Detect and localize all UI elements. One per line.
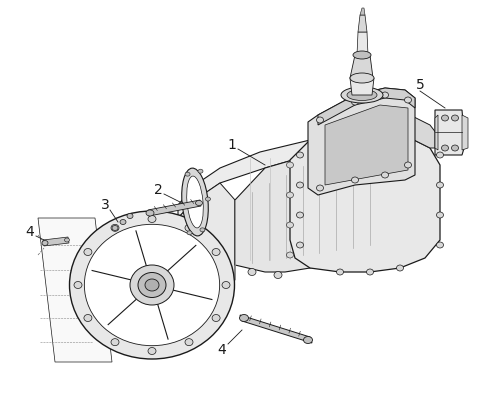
Ellipse shape [112,225,118,230]
Ellipse shape [205,197,210,201]
Ellipse shape [200,228,205,232]
Text: 4: 4 [217,343,227,357]
Ellipse shape [84,315,92,322]
Ellipse shape [84,249,92,256]
Ellipse shape [316,117,324,123]
Polygon shape [357,32,368,55]
Polygon shape [308,88,415,195]
Ellipse shape [336,269,344,275]
Ellipse shape [436,212,444,218]
Ellipse shape [274,271,282,278]
Polygon shape [435,110,465,155]
Ellipse shape [180,203,184,207]
Polygon shape [178,132,390,218]
Polygon shape [290,132,440,272]
Ellipse shape [297,182,303,188]
Ellipse shape [303,337,312,344]
Ellipse shape [347,90,377,101]
Polygon shape [148,200,201,216]
Ellipse shape [436,242,444,248]
Ellipse shape [70,211,235,359]
Text: 3: 3 [101,198,109,212]
Ellipse shape [127,214,133,219]
Ellipse shape [297,212,303,218]
Ellipse shape [297,152,303,158]
Ellipse shape [148,348,156,354]
Ellipse shape [240,315,249,322]
Ellipse shape [74,282,82,289]
Ellipse shape [212,315,220,322]
Ellipse shape [287,162,293,168]
Ellipse shape [248,269,256,276]
Ellipse shape [42,241,48,245]
Ellipse shape [64,238,70,242]
Ellipse shape [185,172,190,176]
Ellipse shape [111,224,119,231]
Ellipse shape [382,172,388,178]
Ellipse shape [222,282,230,289]
Polygon shape [235,132,400,272]
Ellipse shape [138,273,166,298]
Ellipse shape [436,152,444,158]
Ellipse shape [452,115,458,121]
Ellipse shape [212,249,220,256]
Ellipse shape [287,192,293,198]
Ellipse shape [146,210,154,216]
Text: 2: 2 [154,183,162,197]
Ellipse shape [436,182,444,188]
Ellipse shape [297,242,303,248]
Ellipse shape [148,215,156,223]
Ellipse shape [341,87,383,103]
Ellipse shape [195,201,203,206]
Ellipse shape [84,224,220,346]
Ellipse shape [351,99,359,105]
Ellipse shape [111,339,119,346]
Ellipse shape [185,224,193,231]
Polygon shape [462,115,468,150]
Ellipse shape [452,145,458,151]
Ellipse shape [351,177,359,183]
Ellipse shape [120,219,126,225]
Ellipse shape [382,92,388,98]
Polygon shape [158,183,235,310]
Ellipse shape [442,145,448,151]
Ellipse shape [396,265,404,271]
Ellipse shape [187,231,192,235]
Ellipse shape [316,185,324,191]
Ellipse shape [185,339,193,346]
Polygon shape [310,112,440,148]
Ellipse shape [287,252,293,258]
Ellipse shape [405,162,411,168]
Ellipse shape [198,169,203,173]
Text: 4: 4 [25,225,35,239]
Polygon shape [38,218,112,362]
Ellipse shape [442,115,448,121]
Ellipse shape [353,51,371,59]
Ellipse shape [187,176,204,228]
Polygon shape [325,105,408,185]
Ellipse shape [182,168,208,236]
Ellipse shape [130,265,174,305]
Polygon shape [358,15,367,32]
Polygon shape [43,237,69,246]
Polygon shape [240,315,312,343]
Ellipse shape [405,97,411,103]
Ellipse shape [350,73,374,83]
Ellipse shape [367,269,373,275]
Polygon shape [360,8,365,15]
Polygon shape [435,115,438,150]
Polygon shape [318,88,415,125]
Polygon shape [350,55,373,78]
Ellipse shape [145,279,159,291]
Text: 1: 1 [228,138,237,152]
Text: 5: 5 [416,78,424,92]
Ellipse shape [287,222,293,228]
Polygon shape [350,78,374,95]
